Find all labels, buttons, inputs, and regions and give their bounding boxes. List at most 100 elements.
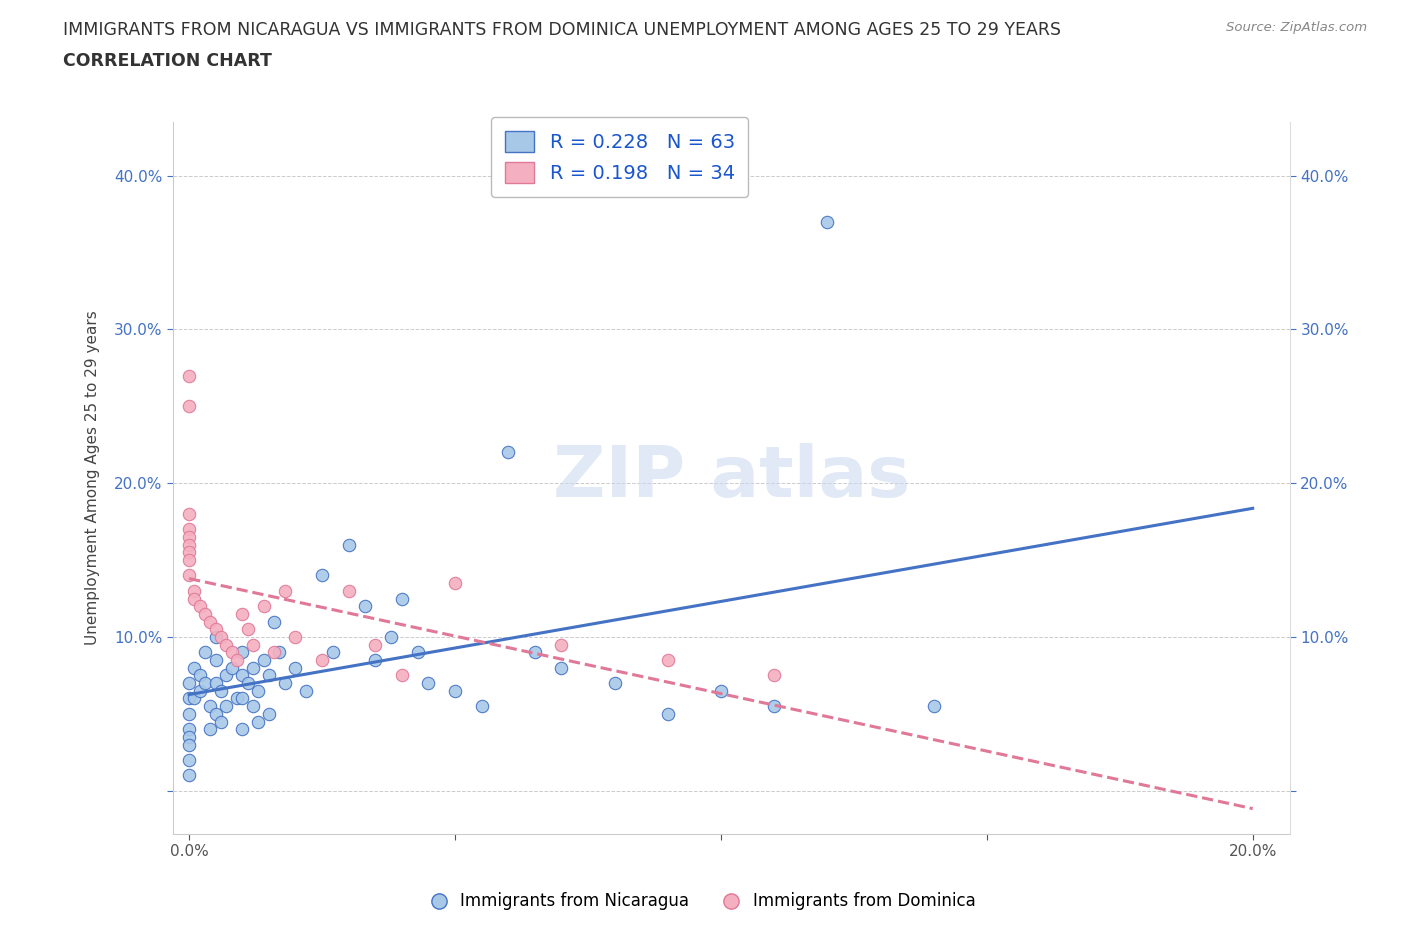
Point: [231, 606, 253, 621]
Point: [177, 768, 200, 783]
Point: [215, 698, 238, 713]
Point: [353, 599, 375, 614]
Point: [550, 660, 572, 675]
Point: [364, 653, 387, 668]
Point: [380, 630, 402, 644]
Point: [252, 653, 274, 668]
Point: [204, 630, 226, 644]
Point: [236, 622, 259, 637]
Point: [263, 644, 285, 659]
Point: [815, 215, 838, 230]
Point: [922, 698, 945, 713]
Point: [231, 691, 253, 706]
Text: CORRELATION CHART: CORRELATION CHART: [63, 52, 273, 70]
Point: [215, 668, 238, 683]
Point: [226, 653, 249, 668]
Point: [204, 622, 226, 637]
Point: [603, 676, 626, 691]
Point: [177, 729, 200, 744]
Point: [257, 668, 280, 683]
Point: [242, 698, 264, 713]
Point: [200, 698, 222, 713]
Point: [188, 668, 211, 683]
Point: [337, 583, 360, 598]
Y-axis label: Unemployment Among Ages 25 to 29 years: Unemployment Among Ages 25 to 29 years: [86, 311, 100, 645]
Point: [177, 676, 200, 691]
Point: [523, 644, 546, 659]
Point: [221, 644, 243, 659]
Point: [710, 684, 733, 698]
Point: [247, 684, 270, 698]
Point: [177, 507, 200, 522]
Point: [209, 714, 232, 729]
Point: [269, 644, 291, 659]
Point: [183, 691, 205, 706]
Point: [444, 684, 467, 698]
Point: [204, 676, 226, 691]
Point: [236, 676, 259, 691]
Point: [221, 660, 243, 675]
Point: [177, 545, 200, 560]
Point: [274, 583, 297, 598]
Point: [194, 644, 217, 659]
Point: [311, 653, 333, 668]
Point: [444, 576, 467, 591]
Text: ZIP atlas: ZIP atlas: [553, 444, 910, 512]
Point: [247, 714, 270, 729]
Point: [295, 684, 318, 698]
Point: [177, 552, 200, 567]
Point: [322, 644, 344, 659]
Point: [242, 660, 264, 675]
Point: [231, 644, 253, 659]
Legend: Immigrants from Nicaragua, Immigrants from Dominica: Immigrants from Nicaragua, Immigrants fr…: [423, 885, 983, 917]
Point: [274, 676, 297, 691]
Point: [252, 599, 274, 614]
Text: IMMIGRANTS FROM NICARAGUA VS IMMIGRANTS FROM DOMINICA UNEMPLOYMENT AMONG AGES 25: IMMIGRANTS FROM NICARAGUA VS IMMIGRANTS …: [63, 21, 1062, 39]
Point: [177, 538, 200, 552]
Point: [496, 445, 519, 460]
Point: [204, 707, 226, 722]
Point: [177, 529, 200, 544]
Point: [194, 676, 217, 691]
Point: [763, 698, 786, 713]
Point: [418, 676, 440, 691]
Point: [188, 599, 211, 614]
Point: [231, 722, 253, 737]
Point: [194, 606, 217, 621]
Point: [242, 637, 264, 652]
Point: [200, 722, 222, 737]
Point: [209, 684, 232, 698]
Point: [215, 637, 238, 652]
Point: [550, 637, 572, 652]
Point: [364, 637, 387, 652]
Point: [200, 614, 222, 629]
Point: [177, 707, 200, 722]
Point: [406, 644, 429, 659]
Point: [177, 568, 200, 583]
Point: [183, 660, 205, 675]
Point: [391, 668, 413, 683]
Text: Source: ZipAtlas.com: Source: ZipAtlas.com: [1226, 21, 1367, 34]
Point: [177, 737, 200, 752]
Point: [763, 668, 786, 683]
Point: [470, 698, 492, 713]
Point: [188, 684, 211, 698]
Point: [177, 752, 200, 767]
Point: [183, 583, 205, 598]
Point: [263, 614, 285, 629]
Point: [657, 653, 679, 668]
Point: [177, 368, 200, 383]
Point: [177, 522, 200, 537]
Point: [284, 660, 307, 675]
Point: [177, 691, 200, 706]
Point: [209, 630, 232, 644]
Point: [226, 691, 249, 706]
Point: [231, 668, 253, 683]
Point: [257, 707, 280, 722]
Point: [311, 568, 333, 583]
Point: [204, 653, 226, 668]
Point: [657, 707, 679, 722]
Point: [177, 399, 200, 414]
Point: [391, 591, 413, 606]
Point: [284, 630, 307, 644]
